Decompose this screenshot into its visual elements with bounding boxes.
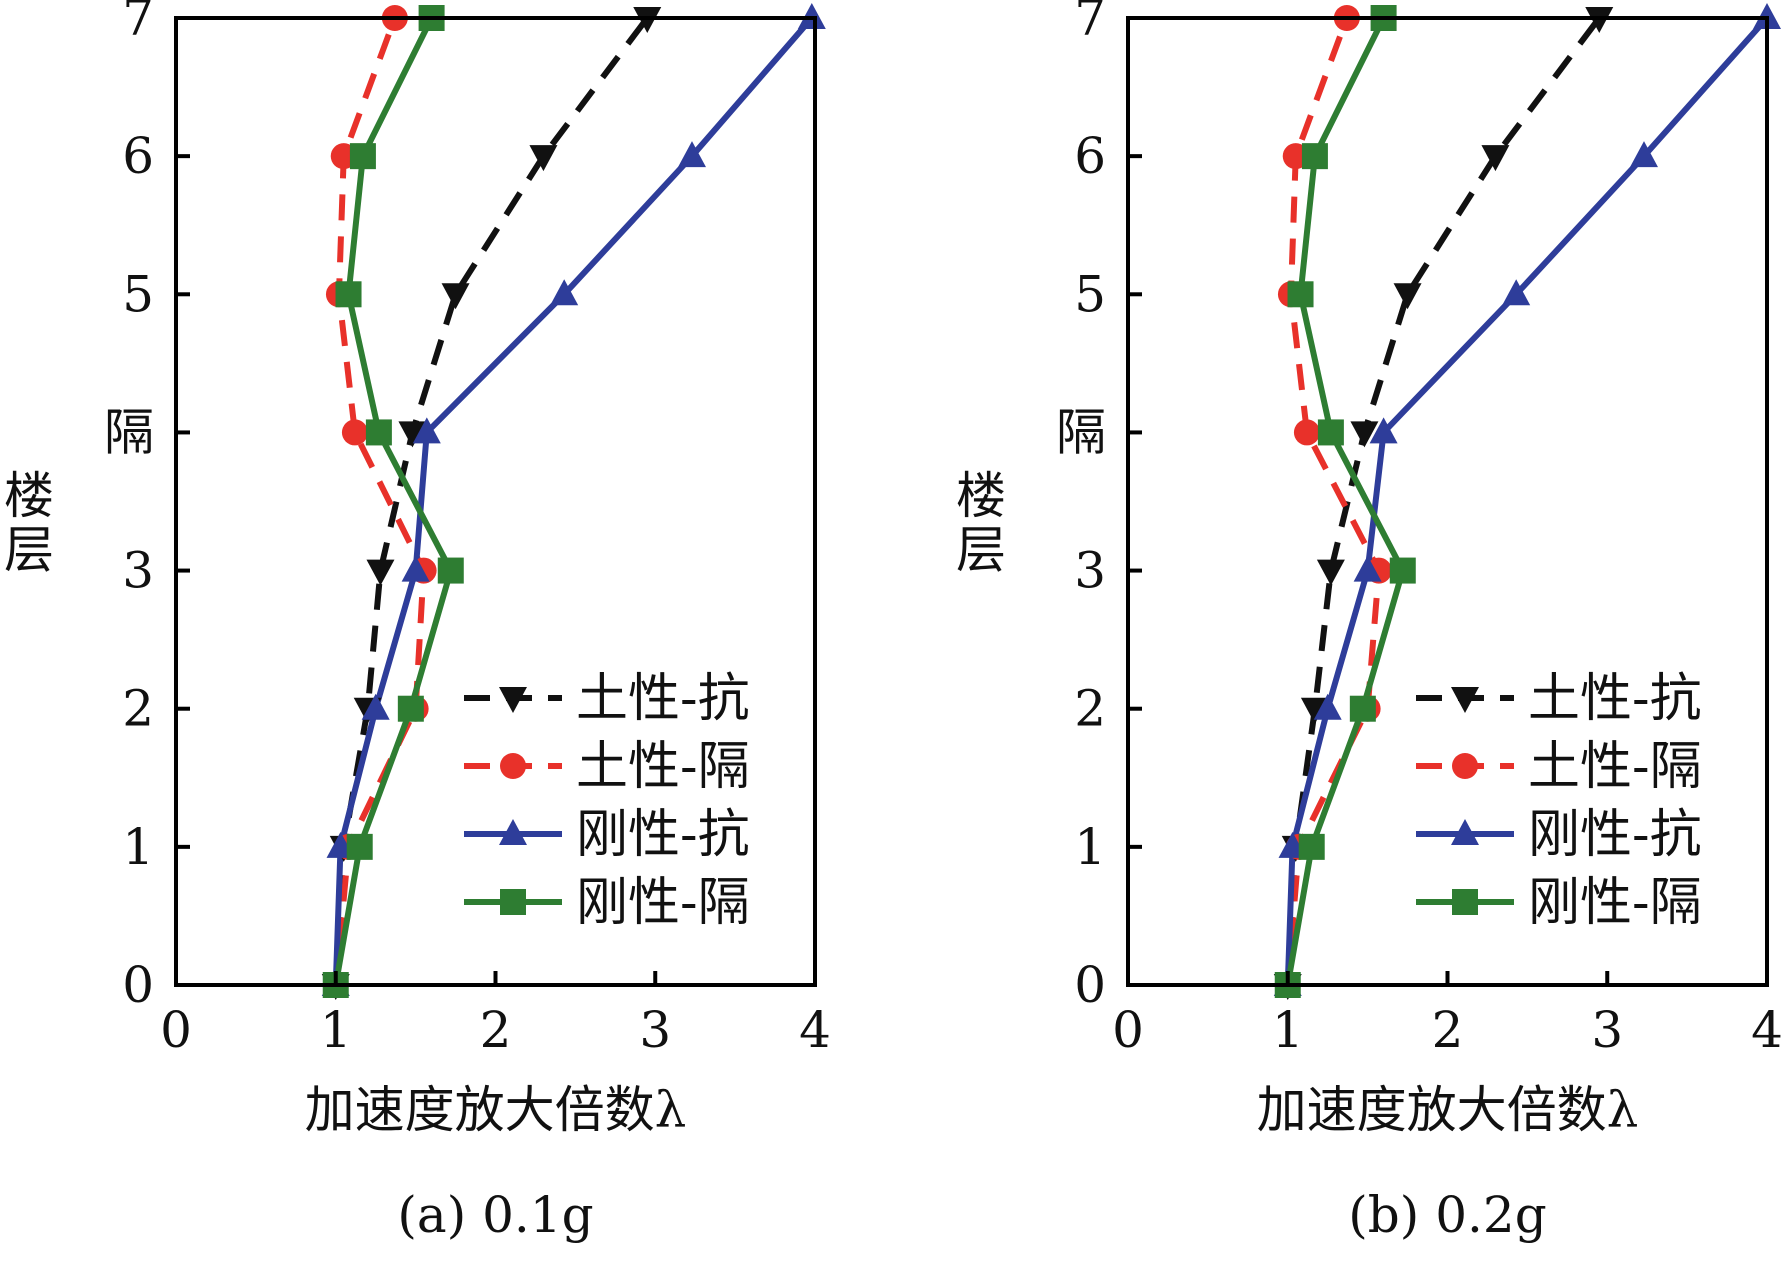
data-point-s4-5: [335, 281, 362, 308]
data-point-s4-1: [346, 833, 373, 860]
legend-marker-4: [500, 889, 526, 915]
series-line-1: [332, 16, 650, 986]
x-tick-label: 0: [1112, 1001, 1144, 1059]
data-point-s1-6: [1481, 145, 1510, 172]
legend-label-3: 刚性-抗: [576, 805, 750, 865]
legend-marker-2: [500, 753, 526, 779]
data-point-s1-3: [366, 559, 395, 586]
y-tick-label: 5: [122, 265, 154, 323]
legend-label-3: 刚性-抗: [1528, 805, 1702, 865]
data-point-s1-5: [1393, 283, 1422, 310]
data-point-s3-2: [361, 693, 390, 720]
data-point-s3-5: [550, 279, 579, 306]
y-tick-label: 隔: [1056, 403, 1106, 461]
legend-marker-3: [1451, 819, 1479, 845]
x-tick-label: 2: [1432, 1001, 1464, 1059]
x-tick-label: 3: [639, 1001, 671, 1059]
data-point-s4-6: [349, 143, 376, 170]
data-point-s2-4: [341, 419, 368, 446]
x-tick-label: 0: [160, 1001, 192, 1059]
y-tick-label: 3: [122, 542, 154, 600]
data-point-s4-2: [397, 695, 424, 722]
data-point-s3-4: [1369, 417, 1398, 444]
legend-label-4: 刚性-隔: [1528, 873, 1702, 933]
legend-label-1: 土性-抗: [576, 669, 750, 729]
data-point-s4-1: [1298, 833, 1325, 860]
x-tick-label: 1: [1272, 1001, 1304, 1059]
data-point-s4-5: [1287, 281, 1314, 308]
y-axis-title: 层: [4, 521, 54, 579]
data-point-s3-3: [1353, 555, 1382, 582]
data-point-s3-4: [412, 417, 441, 444]
y-tick-label: 1: [1074, 818, 1106, 876]
data-point-s1-5: [441, 283, 470, 310]
series-line-3: [1284, 16, 1770, 986]
data-point-s1-6: [529, 145, 558, 172]
panel-caption: (a) 0.1g: [397, 1186, 593, 1244]
data-point-s4-4: [365, 419, 392, 446]
panel-caption: (b) 0.2g: [1348, 1186, 1546, 1244]
legend-marker-3: [499, 819, 527, 845]
legend-label-4: 刚性-隔: [576, 873, 750, 933]
legend-label-2: 土性-隔: [1528, 737, 1702, 797]
y-tick-label: 5: [1074, 265, 1106, 323]
y-tick-label: 隔: [104, 403, 154, 461]
data-point-s1-3: [1316, 559, 1345, 586]
x-tick-label: 2: [480, 1001, 512, 1059]
legend-label-2: 土性-隔: [576, 737, 750, 797]
data-point-s4-3: [437, 557, 464, 584]
series-line-1: [1284, 16, 1602, 986]
x-tick-label: 4: [1751, 1001, 1783, 1059]
data-point-s3-3: [401, 555, 430, 582]
legend-marker-1: [1451, 687, 1479, 713]
x-tick-label: 4: [799, 1001, 831, 1059]
series-line-4: [1284, 16, 1406, 986]
legend-marker-4: [1452, 889, 1478, 915]
y-tick-label: 7: [122, 0, 154, 47]
y-axis-title: 楼: [956, 467, 1006, 525]
legend-marker-2: [1452, 753, 1478, 779]
data-point-s1-4: [398, 421, 427, 448]
x-axis-title: 加速度放大倍数λ: [1257, 1081, 1639, 1139]
series-line-4: [332, 16, 454, 986]
x-axis-title: 加速度放大倍数λ: [305, 1081, 687, 1139]
y-tick-label: 1: [122, 818, 154, 876]
data-point-s3-2: [1313, 693, 1342, 720]
y-tick-label: 0: [1074, 956, 1106, 1014]
data-point-s1-4: [1350, 421, 1379, 448]
y-tick-label: 0: [122, 956, 154, 1014]
y-tick-label: 7: [1074, 0, 1106, 47]
x-tick-label: 1: [320, 1001, 352, 1059]
y-tick-label: 2: [1074, 680, 1106, 738]
data-point-s2-4: [1293, 419, 1320, 446]
series-line-2: [332, 16, 427, 986]
data-point-s4-3: [1389, 557, 1416, 584]
series-line-2: [1284, 16, 1382, 986]
data-point-s3-6: [677, 141, 706, 168]
data-point-s3-5: [1502, 279, 1531, 306]
y-axis-title: 层: [956, 521, 1006, 579]
y-tick-label: 3: [1074, 542, 1106, 600]
data-point-s3-6: [1629, 141, 1658, 168]
data-point-s4-6: [1301, 143, 1328, 170]
data-point-s1-2: [1300, 697, 1329, 724]
x-tick-label: 3: [1591, 1001, 1623, 1059]
data-point-s4-2: [1349, 695, 1376, 722]
legend-marker-1: [499, 687, 527, 713]
series-line-3: [332, 16, 815, 986]
y-tick-label: 6: [122, 127, 154, 185]
y-tick-label: 6: [1074, 127, 1106, 185]
legend-label-1: 土性-抗: [1528, 669, 1702, 729]
data-point-s4-4: [1317, 419, 1344, 446]
y-tick-label: 2: [122, 680, 154, 738]
y-axis-title: 楼: [4, 467, 54, 525]
